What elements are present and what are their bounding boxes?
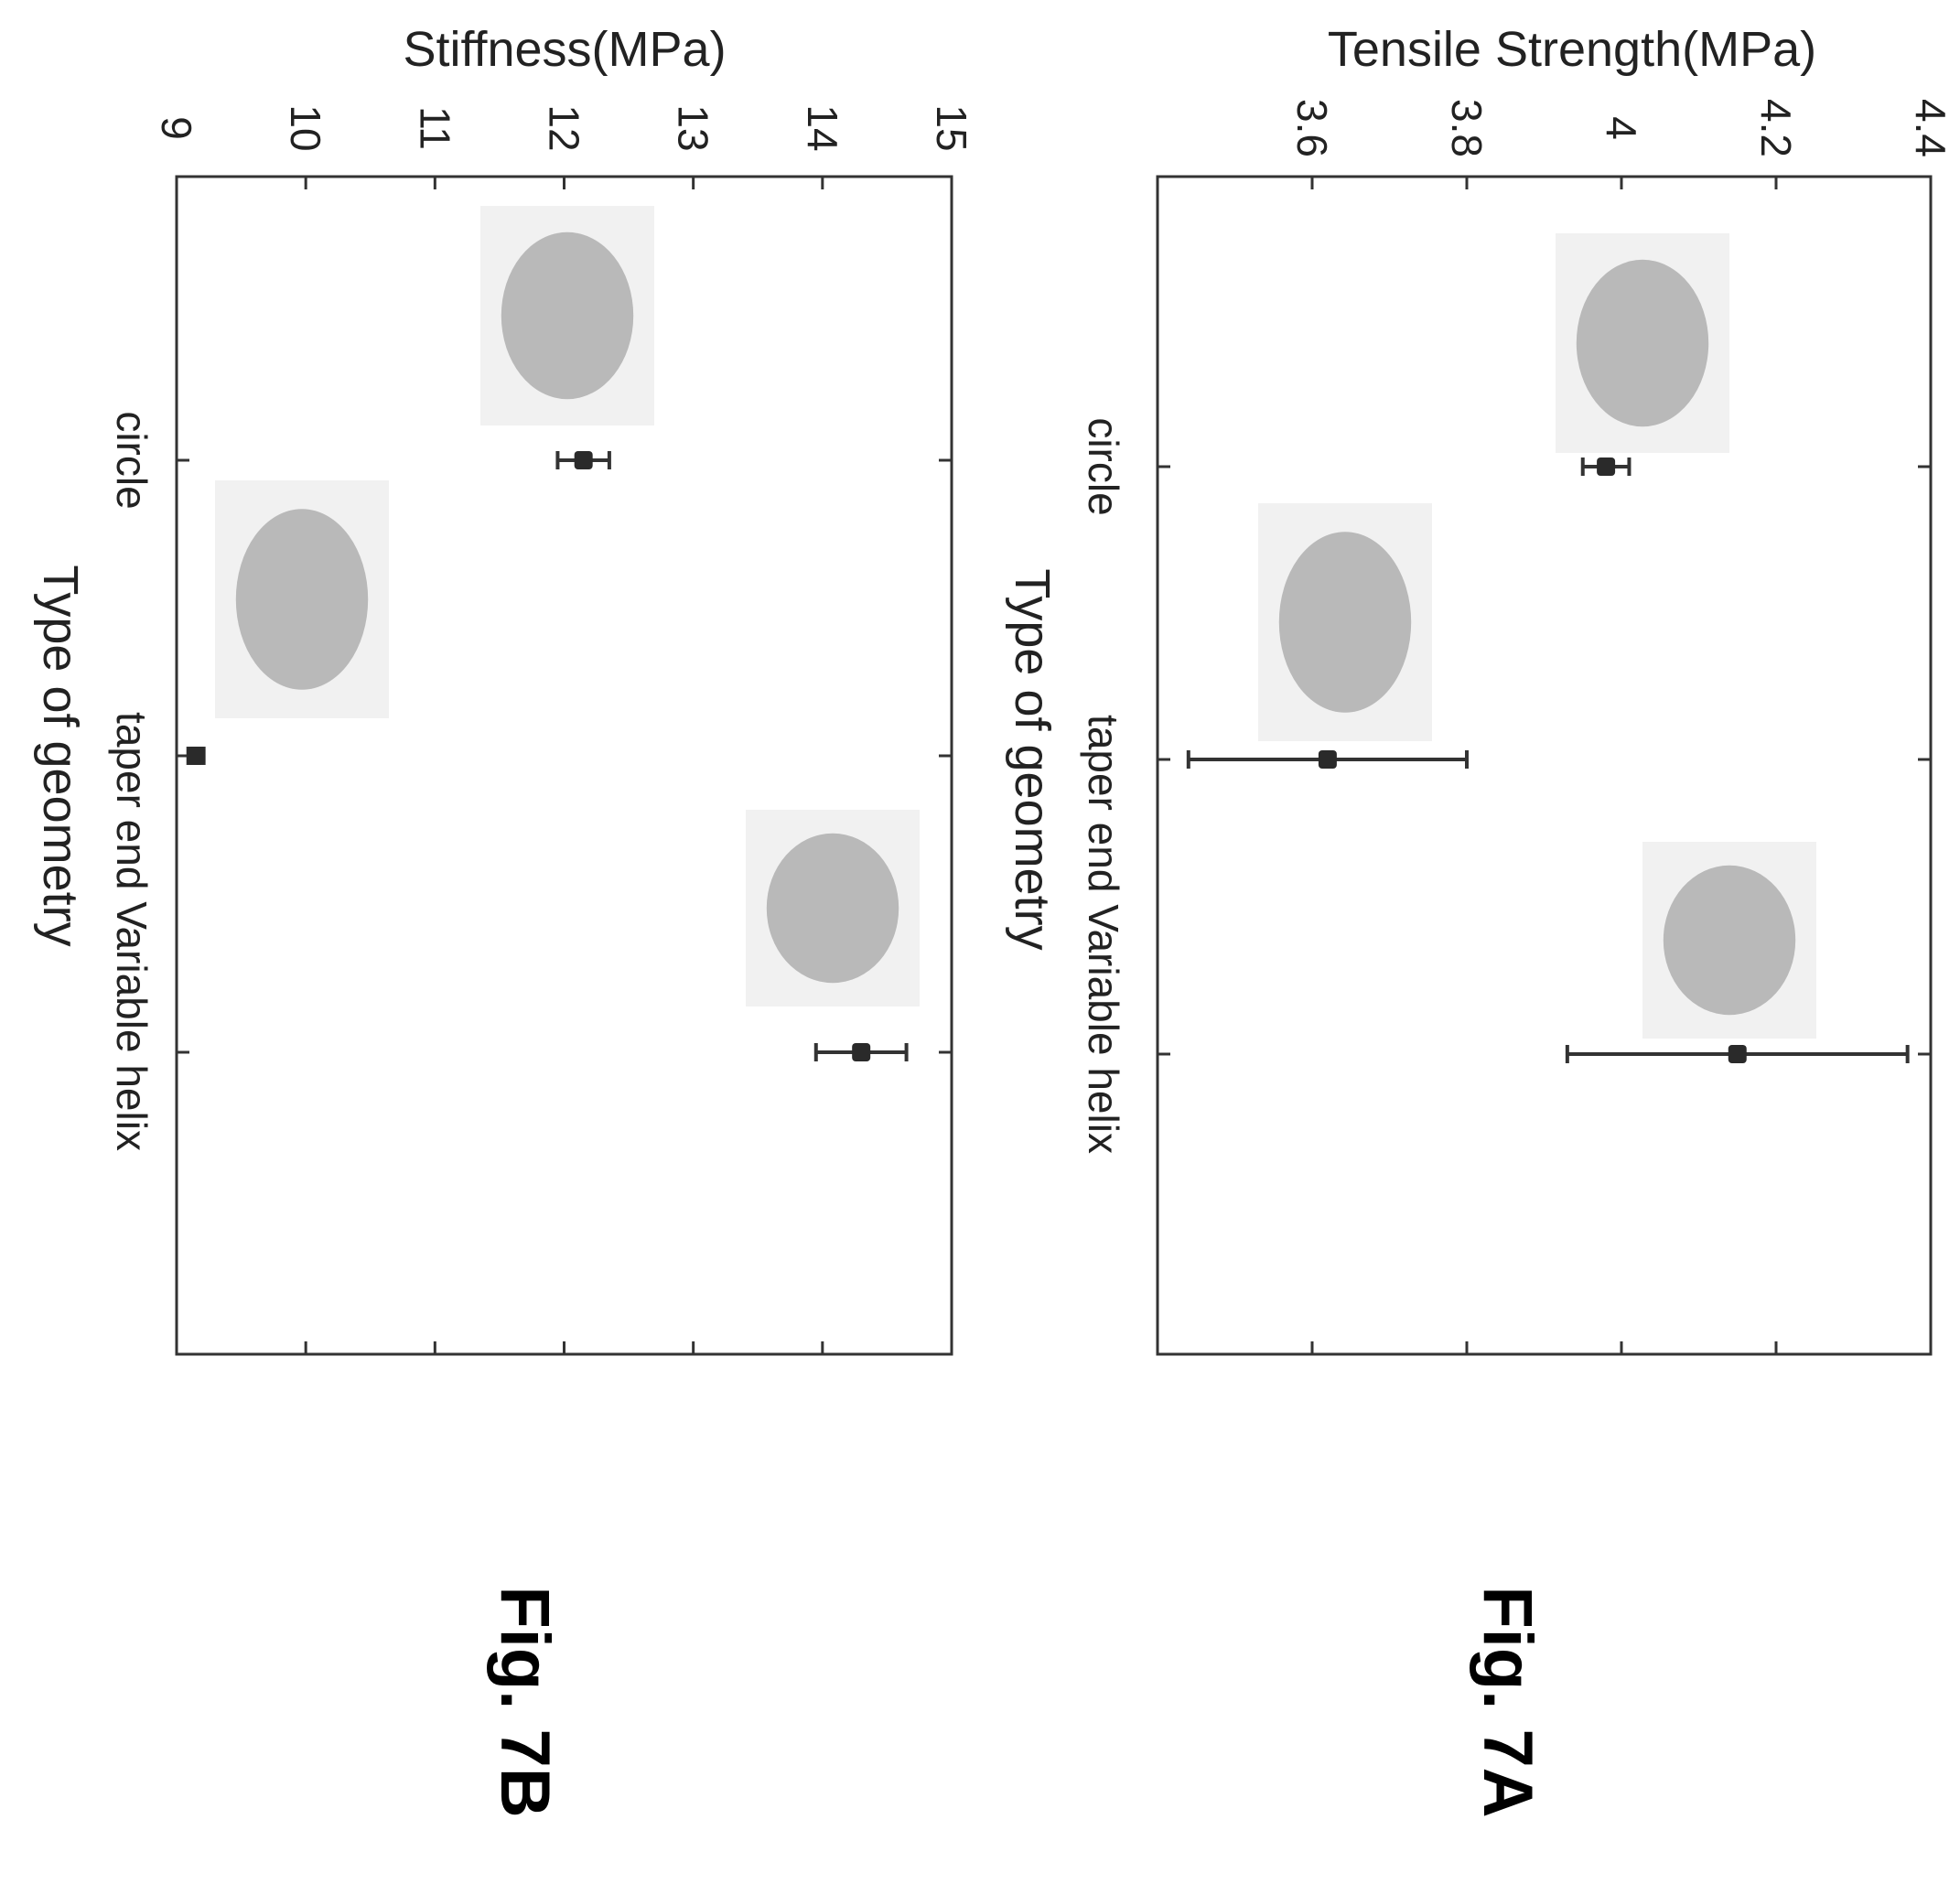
- value-tick-label: 11: [411, 106, 458, 150]
- data-point: [1728, 1045, 1747, 1063]
- category-label: circle: [1080, 417, 1127, 515]
- category-label: circle: [108, 411, 156, 509]
- value-tick-label: 14: [799, 104, 846, 151]
- geometry-shape: [235, 509, 369, 690]
- value-tick-label: 13: [670, 104, 717, 151]
- value-tick-label: 4: [1598, 116, 1645, 140]
- value-tick-label: 15: [928, 104, 975, 151]
- stiffness-plot: 9 10 11 12 13 14 15 circle taper end Variable he…: [33, 22, 975, 1356]
- data-point: [1318, 750, 1337, 769]
- category-label: taper end Variable helix: [108, 712, 156, 1151]
- geometry-shape: [1576, 259, 1709, 427]
- value-tick-label: 3.8: [1443, 99, 1491, 157]
- data-point: [574, 451, 593, 469]
- category-axis-title: Type of geometry: [1005, 568, 1060, 950]
- geometry-shape: [1278, 532, 1412, 713]
- category-axis-title: Type of geometry: [33, 565, 88, 946]
- value-tick-label: 4.2: [1752, 99, 1800, 157]
- category-label: taper end Variable helix: [1080, 715, 1127, 1154]
- value-tick-label: 9: [153, 116, 200, 140]
- value-tick-label: 12: [541, 104, 588, 151]
- figure-label-7a: Fig. 7A: [1469, 1586, 1546, 1817]
- geometry-shape: [1663, 865, 1796, 1016]
- value-tick-label: 4.4: [1907, 99, 1955, 157]
- data-point: [1597, 458, 1616, 476]
- figure-label-7b: Fig. 7B: [486, 1586, 564, 1817]
- data-point: [187, 747, 206, 765]
- value-axis-title: Tensile Strength(MPa): [1328, 22, 1816, 77]
- data-point: [852, 1043, 871, 1061]
- value-tick-label: 10: [282, 104, 329, 151]
- geometry-shape: [501, 231, 634, 400]
- plot-frame: [1156, 175, 1933, 1356]
- geometry-shape: [766, 833, 899, 984]
- value-tick-label: 3.6: [1288, 99, 1336, 157]
- value-axis-title: Stiffness(MPa): [403, 22, 726, 77]
- tensile-strength-plot: 3.6 3.8 4 4.2 4.4 circle taper end Variable he…: [1005, 22, 1955, 1356]
